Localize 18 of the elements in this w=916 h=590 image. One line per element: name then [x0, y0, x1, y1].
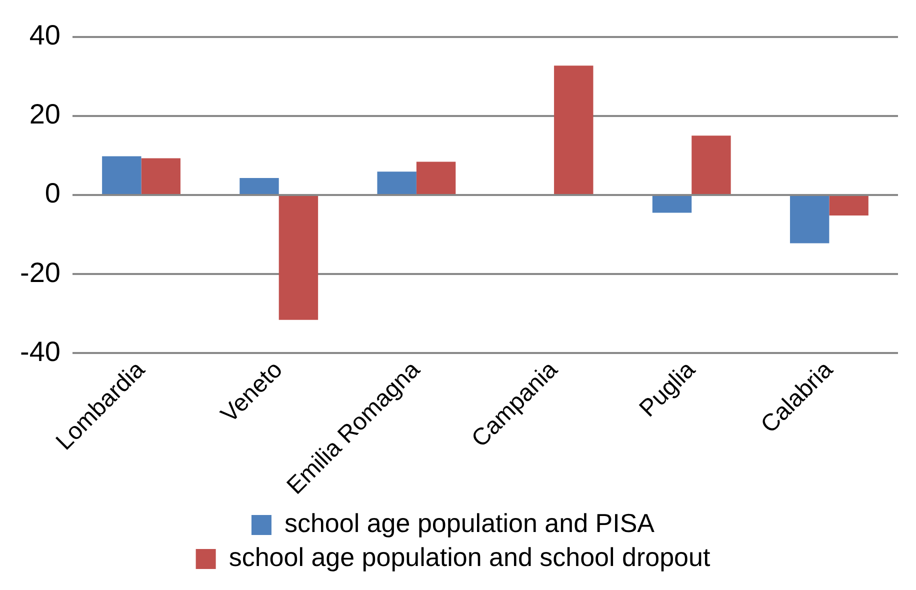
legend-label: school age population and school dropout	[228, 542, 711, 572]
bar	[377, 172, 416, 194]
y-tick-label: 0	[44, 178, 60, 209]
bar	[652, 196, 692, 213]
y-tick-label: -40	[20, 336, 60, 367]
y-tick-label: 40	[29, 20, 60, 51]
bar	[278, 196, 318, 320]
y-tick-label: -20	[20, 256, 60, 288]
bar	[416, 162, 456, 194]
bar	[829, 196, 868, 216]
bar	[790, 196, 830, 244]
bar	[240, 178, 279, 194]
bar	[102, 156, 142, 194]
bar	[554, 66, 594, 194]
legend-label: school age population and PISA	[284, 508, 656, 538]
bar	[692, 136, 731, 194]
bar	[141, 158, 180, 194]
y-tick-label: 20	[29, 98, 60, 130]
